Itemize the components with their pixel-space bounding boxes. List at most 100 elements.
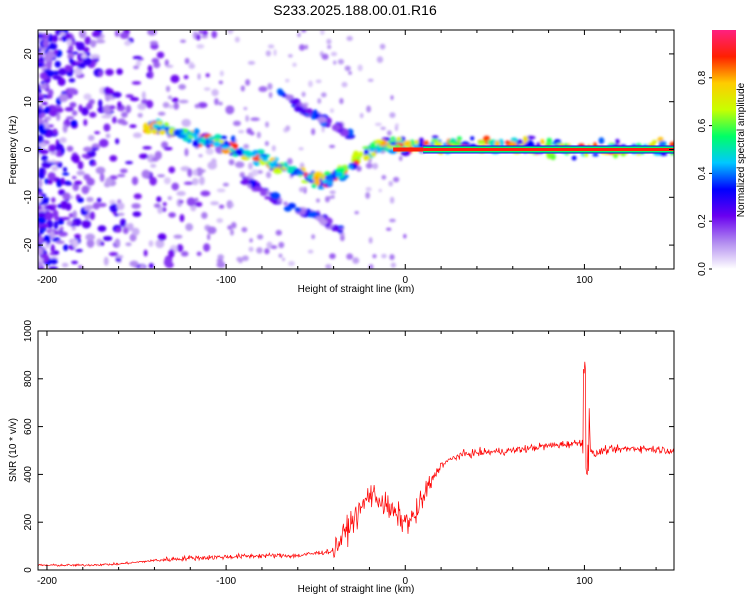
heatmap-cell <box>117 101 122 109</box>
heatmap-cell <box>62 172 70 176</box>
heatmap-cell <box>50 144 56 153</box>
heatmap-cell <box>55 240 65 245</box>
heatmap-cell <box>67 87 78 95</box>
heatmap-cell <box>71 260 79 265</box>
heatmap-cell <box>281 257 286 262</box>
heatmap-cell <box>227 30 234 35</box>
heatmap-cell <box>100 241 105 246</box>
heatmap-cell <box>38 153 41 158</box>
heatmap-cell <box>238 130 245 134</box>
heatmap-cell <box>74 233 81 239</box>
heatmap-cell <box>214 134 222 140</box>
heatmap-cell <box>452 141 461 147</box>
heatmap-cell <box>286 165 294 174</box>
colorbar-tick-label: 0.2 <box>697 214 708 228</box>
heatmap-cell <box>335 171 343 178</box>
heatmap-cell <box>230 222 237 229</box>
heatmap-cell <box>305 108 313 114</box>
heatmap-cell <box>92 161 97 166</box>
heatmap-y-tick-label: 20 <box>23 48 34 60</box>
heatmap-cell <box>59 31 66 36</box>
heatmap-cell <box>272 159 277 166</box>
heatmap-cell <box>54 161 60 165</box>
heatmap-cell <box>264 248 270 255</box>
heatmap-cell <box>52 209 59 219</box>
heatmap-cell <box>371 151 377 157</box>
heatmap-cell <box>273 49 277 57</box>
heatmap-cell <box>168 249 175 258</box>
heatmap-cells <box>38 30 674 269</box>
heatmap-cell <box>337 229 344 234</box>
heatmap-cell <box>376 56 384 64</box>
heatmap-cell <box>119 168 128 174</box>
heatmap-cell <box>242 177 250 185</box>
heatmap-cell <box>309 210 318 217</box>
heatmap-cell <box>98 99 103 108</box>
heatmap-cell <box>74 66 83 76</box>
heatmap-cell <box>173 234 183 239</box>
heatmap-cell <box>294 105 304 113</box>
heatmap-cell <box>160 124 166 131</box>
heatmap-cell <box>68 78 76 83</box>
heatmap-cell <box>381 253 387 259</box>
heatmap-cell <box>320 92 327 98</box>
heatmap-cell <box>84 36 91 45</box>
snr-x-tick-label: 0 <box>402 576 408 587</box>
heatmap-cell <box>59 93 69 103</box>
heatmap-cell <box>192 169 198 176</box>
heatmap-cell <box>48 43 58 50</box>
heatmap-cell <box>258 86 268 93</box>
page-title: S233.2025.188.00.01.R16 <box>273 2 437 18</box>
heatmap-cell <box>278 89 284 96</box>
heatmap-cell <box>232 143 239 150</box>
heatmap-cell <box>219 70 224 77</box>
heatmap-cell <box>109 199 116 205</box>
heatmap-cell <box>59 226 64 231</box>
heatmap-cell <box>326 38 332 45</box>
heatmap-cell <box>38 261 44 268</box>
heatmap-cell <box>163 258 172 267</box>
heatmap-cell <box>171 97 179 103</box>
heatmap-cell <box>109 155 118 162</box>
heatmap-cell <box>251 179 257 188</box>
heatmap-cell <box>321 53 329 60</box>
heatmap-cell <box>52 70 60 76</box>
heatmap-cell <box>38 123 45 133</box>
heatmap-cell <box>51 197 56 203</box>
heatmap-cell <box>78 265 83 269</box>
heatmap-cell <box>49 151 59 155</box>
heatmap-cell <box>73 180 83 186</box>
heatmap-cell <box>477 140 486 145</box>
heatmap-cell <box>38 134 44 144</box>
heatmap-cell <box>205 147 214 155</box>
heatmap-cell <box>81 153 89 159</box>
heatmap-cell <box>142 146 152 150</box>
heatmap-cell <box>129 233 137 242</box>
heatmap-cell <box>352 150 360 159</box>
heatmap-cell <box>333 60 337 65</box>
heatmap-cell <box>41 101 48 106</box>
heatmap-cell <box>38 48 42 53</box>
heatmap-cell <box>184 57 190 65</box>
heatmap-cell <box>189 61 194 66</box>
heatmap-cell <box>44 116 52 121</box>
snr-x-tick-label: -200 <box>37 576 57 587</box>
heatmap-cell <box>592 152 599 157</box>
heatmap-cell <box>161 141 169 149</box>
heatmap-cell <box>252 150 259 155</box>
heatmap-cell <box>98 70 103 77</box>
heatmap-cell <box>285 125 291 132</box>
heatmap-cell <box>339 98 344 105</box>
heatmap-cell <box>295 170 304 175</box>
heatmap-cell <box>389 196 395 204</box>
heatmap-cell <box>241 255 249 262</box>
heatmap-cell <box>196 44 205 49</box>
heatmap-cell <box>372 162 379 170</box>
heatmap-cell <box>275 229 282 236</box>
snr-plot-background <box>38 331 674 570</box>
heatmap-cell <box>211 158 217 165</box>
heatmap-cell <box>456 136 462 142</box>
heatmap-cell <box>132 55 143 60</box>
heatmap-cell <box>86 239 95 248</box>
